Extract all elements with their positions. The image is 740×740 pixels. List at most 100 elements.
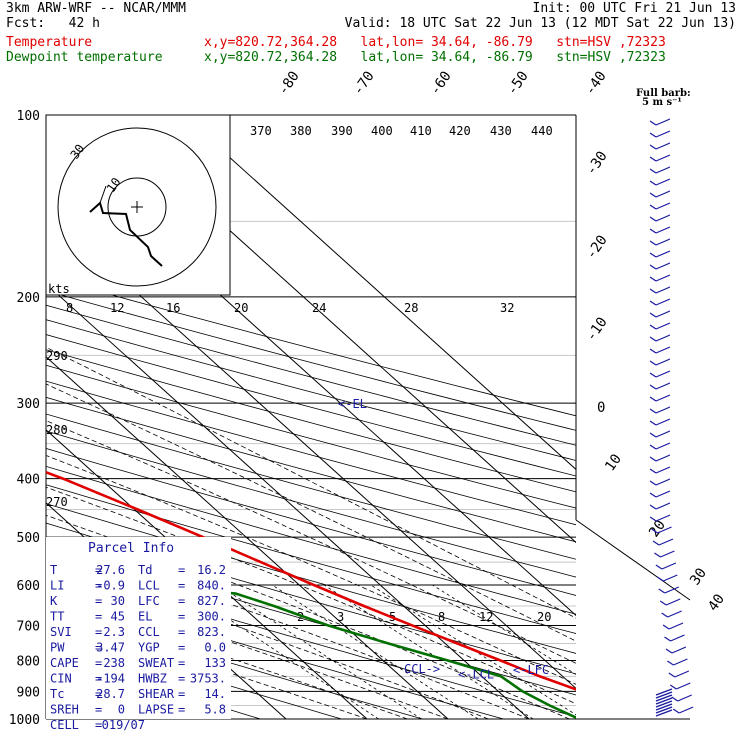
isotherm-label: -20	[583, 232, 611, 262]
theta-label: 430	[490, 124, 512, 138]
wind-barb	[655, 142, 671, 150]
wind-barb	[649, 384, 657, 390]
dry-adiabat	[46, 484, 576, 634]
dry-adiabat	[46, 584, 504, 719]
wind-barb	[672, 708, 680, 714]
level-marker: <-LFC	[513, 663, 549, 677]
wind-barb	[649, 156, 657, 162]
dry-adiabat	[46, 448, 576, 596]
temperature-location-info: x,y=820.72,364.28 lat,lon= 34.64, -86.79…	[204, 35, 666, 50]
wind-barbs	[649, 118, 694, 717]
wind-barb	[655, 697, 673, 705]
moist-adiabat	[46, 597, 408, 719]
wind-barb	[655, 703, 673, 711]
plot-diagonal-edge	[575, 519, 691, 601]
isotherm-label: -10	[583, 314, 611, 344]
wind-barb	[655, 502, 671, 510]
wind-barb	[655, 190, 671, 198]
isotherm-line	[46, 283, 530, 719]
wind-barb	[649, 180, 657, 186]
parcel-info-title: Parcel Info	[88, 541, 174, 556]
parcel-info-cell: =	[95, 563, 102, 577]
dry-adiabat	[46, 606, 423, 719]
wind-barb	[677, 694, 692, 702]
hodograph-outer-ring	[57, 127, 217, 287]
wind-barb	[651, 528, 658, 534]
parcel-info-cell: SHEAR	[138, 687, 175, 701]
pressure-tick-label: 1000	[9, 713, 40, 728]
wind-barb	[664, 636, 671, 642]
theta-label: 410	[410, 124, 432, 138]
wind-barb	[649, 456, 657, 462]
isotherm-line	[46, 356, 449, 719]
wind-barb	[655, 286, 671, 294]
parcel-info-cell: YGP	[138, 641, 160, 655]
parcel-info-cell: 133	[204, 656, 226, 670]
wind-barb	[649, 192, 657, 198]
pressure-tick-label: 600	[17, 579, 40, 594]
pressure-tick-label: 700	[17, 619, 40, 634]
parcel-info-cell: 45	[111, 610, 125, 624]
wind-barb	[665, 598, 681, 606]
wind-barb	[649, 504, 657, 510]
isotherm-label: 10	[602, 451, 625, 474]
wind-barb	[655, 454, 671, 462]
theta-label: 270	[46, 495, 68, 509]
parcel-info-cell: 827.	[197, 594, 226, 608]
parcel-info-cell: 27.6	[96, 563, 125, 577]
level-markers: <-EL <-LCL <-LFC CCL->	[338, 397, 549, 681]
wind-barb	[655, 490, 671, 498]
parcel-info-cell: =	[178, 563, 185, 577]
wind-barb	[649, 516, 657, 522]
wind-barb	[655, 154, 671, 162]
wind-barb	[658, 588, 666, 594]
parcel-info-cell: 0	[118, 703, 125, 717]
wind-barb	[676, 682, 691, 690]
parcel-info-cell: T	[50, 563, 57, 577]
parcel-info-cell: =	[95, 656, 102, 670]
parcel-info-panel: Parcel Info T =27.6 Td = 16.2LI =-0.9 LCL = 840.…	[46, 537, 231, 732]
isotherm-label: -40	[582, 68, 610, 98]
level-marker: CCL->	[404, 662, 440, 676]
parcel-info-cell: =	[178, 625, 185, 639]
wind-barb	[649, 480, 657, 486]
parcel-info-cell: =	[95, 579, 102, 593]
wind-barb	[655, 334, 671, 342]
parcel-info-cell: 300.	[197, 610, 226, 624]
wind-barb	[649, 204, 657, 210]
parcel-info-cell: 2.3	[103, 625, 125, 639]
hodograph: 30 10	[45, 114, 231, 296]
parcel-info-cell: LCL	[138, 579, 160, 593]
parcel-info-cell: =	[178, 579, 185, 593]
wind-barb	[649, 144, 657, 150]
hodograph-speed-label: 16	[166, 301, 180, 315]
theta-label: 370	[250, 124, 272, 138]
isotherm-label: -50	[504, 68, 532, 98]
wind-barb	[649, 312, 657, 318]
dry-adiabat	[46, 290, 576, 431]
wind-barb	[655, 564, 663, 570]
wind-barb	[655, 346, 671, 354]
parcel-info-cell: =	[95, 625, 102, 639]
wind-barb	[649, 492, 657, 498]
theta-label: 290	[46, 349, 68, 363]
hodograph-trace	[89, 201, 163, 267]
parcel-info-cell: 16.2	[197, 563, 226, 577]
wind-barb	[655, 700, 673, 708]
wind-barb	[649, 468, 657, 474]
isotherm-line	[182, 115, 576, 471]
wind-barb	[655, 442, 671, 450]
barb-legend-line2: 5 m s⁻¹	[642, 97, 682, 108]
wind-barb	[668, 622, 684, 630]
wind-barb	[649, 372, 657, 378]
wind-barb	[669, 684, 677, 690]
wind-barb	[649, 132, 657, 138]
isotherm-label: -60	[427, 68, 455, 98]
parcel-info-cell: HWBZ	[138, 672, 167, 686]
parcel-info-cell: 840.	[197, 579, 226, 593]
isotherm-label: 30	[687, 565, 710, 588]
wind-barb	[649, 228, 657, 234]
parcel-info-cell: 823.	[197, 625, 226, 639]
parcel-info-cell: 5.8	[204, 703, 226, 717]
wind-barb	[655, 214, 671, 222]
